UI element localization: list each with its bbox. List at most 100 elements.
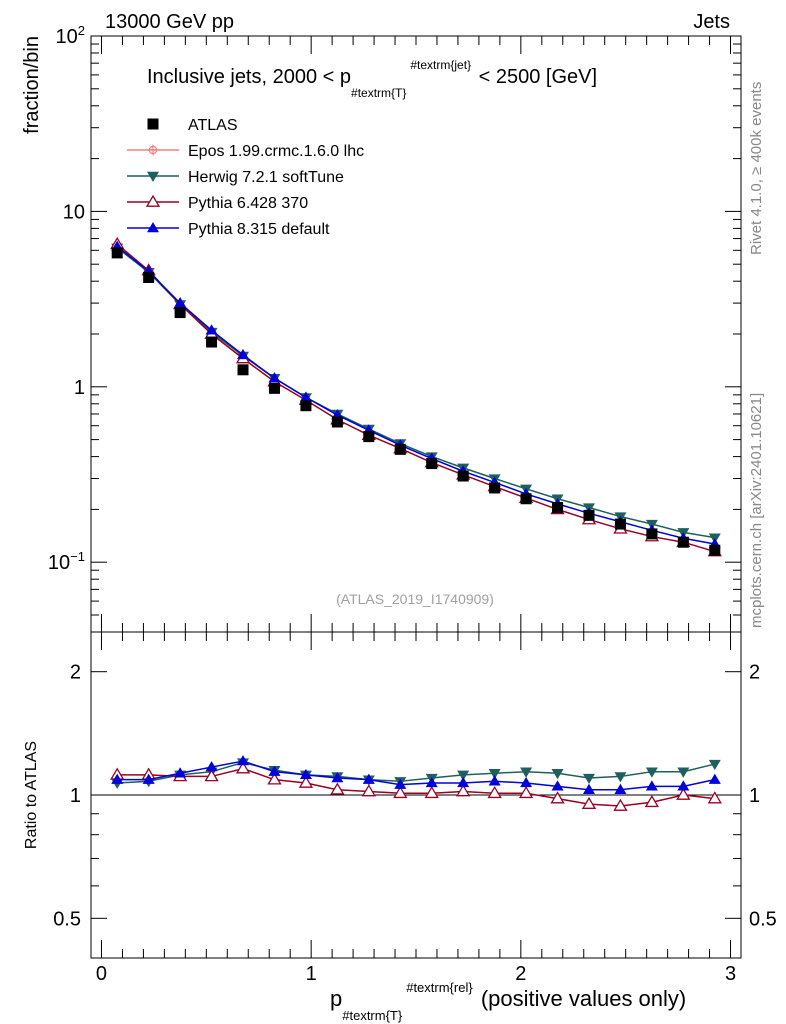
data-point — [646, 528, 658, 540]
data-point — [676, 787, 691, 800]
y-tick-label: 1 — [74, 377, 85, 399]
main-series-layer — [110, 236, 722, 557]
data-point — [394, 443, 406, 455]
data-point — [205, 324, 218, 335]
data-point — [456, 784, 471, 797]
data-point — [361, 784, 376, 797]
x-tick-label: 1 — [306, 963, 317, 985]
data-point — [393, 785, 408, 799]
xlabel-subscript: #textrm{T} — [342, 1008, 403, 1023]
data-point — [111, 247, 123, 259]
data-point — [111, 773, 124, 784]
data-point — [551, 769, 564, 780]
ratio-y-axis-label: Ratio to ATLAS — [23, 741, 40, 849]
legend: ATLAS Epos 1.99.crmc.1.6.0 lhc Herwig 7.2.… — [127, 117, 364, 238]
category-label: Jets — [693, 11, 730, 33]
data-point — [488, 769, 501, 780]
data-point — [299, 768, 312, 780]
data-point — [677, 536, 689, 548]
data-point — [237, 364, 249, 376]
data-point — [614, 518, 626, 530]
data-point — [174, 767, 187, 778]
data-point — [235, 761, 251, 774]
data-point — [174, 297, 187, 308]
data-point — [331, 772, 344, 783]
data-point — [551, 780, 564, 791]
series-line — [117, 760, 715, 791]
series-pythia-6-428-370 — [110, 236, 722, 557]
legend-marker — [147, 118, 159, 130]
legend-label: Pythia 8.315 default — [188, 221, 330, 238]
ratio-y-tick-label: 1 — [70, 785, 81, 807]
data-point — [267, 772, 282, 785]
data-point — [174, 307, 186, 319]
y-tick-label: 10−1 — [48, 549, 85, 574]
main-axes: 10−1 1 10 102 — [48, 23, 741, 633]
data-point — [518, 785, 534, 799]
data-point — [206, 336, 218, 348]
series-line — [116, 246, 715, 545]
data-point — [362, 773, 375, 784]
data-point — [550, 791, 565, 804]
data-point — [709, 544, 721, 556]
series-line — [116, 243, 716, 553]
data-point — [614, 783, 627, 794]
data-point — [583, 509, 595, 521]
data-point — [330, 782, 345, 795]
data-point — [614, 772, 627, 783]
data-point — [645, 767, 658, 778]
data-point — [237, 755, 250, 766]
series-atlas — [111, 247, 721, 556]
data-point — [143, 271, 155, 283]
x-tick-label: 3 — [725, 963, 736, 985]
source-label: mcplots.cern.ch [arXiv:2401.10621] — [748, 393, 765, 628]
legend-entry-pythia-8-315-default: Pythia 8.315 default — [127, 221, 330, 238]
legend-label: Epos 1.99.crmc.1.6.0 lhc — [188, 143, 364, 160]
data-point — [708, 773, 721, 784]
data-point — [488, 775, 501, 786]
ratio-y-tick-label-right: 2 — [749, 662, 760, 684]
data-point — [489, 482, 501, 494]
ratio-y-tick-label-right: 0.5 — [749, 908, 777, 930]
data-point — [298, 775, 314, 788]
legend-label: Pythia 6.428 370 — [188, 195, 308, 212]
data-point — [268, 382, 280, 394]
data-point — [644, 794, 660, 808]
x-axis-label: p#textrm{T}#textrm{rel} (positive values… — [330, 980, 686, 1023]
data-point — [331, 416, 343, 428]
title-superscript: #textrm{jet} — [410, 58, 471, 72]
xlabel-pre: p — [330, 986, 342, 1011]
x-tick-label: 0 — [96, 963, 107, 985]
legend-label: Herwig 7.2.1 softTune — [188, 169, 344, 186]
data-point — [457, 470, 469, 482]
legend-entry-pythia-6-428-370: Pythia 6.428 370 — [127, 194, 308, 212]
title-subscript: #textrm{T} — [351, 86, 406, 100]
data-point — [363, 431, 375, 443]
main-plot-title: Inclusive jets, 2000 < p#textrm{T} #textr… — [147, 58, 597, 100]
series-pythia-8-315-default — [111, 755, 721, 794]
legend-label: ATLAS — [188, 117, 238, 134]
main-y-axis-label: fraction/bin — [21, 36, 43, 134]
analysis-watermark: (ATLAS_2019_I1740909) — [336, 591, 494, 607]
data-point — [142, 773, 155, 784]
data-point — [394, 778, 407, 789]
ratio-axes: 0.5 0.5 1 1 2 2 0 1 2 3 — [53, 632, 777, 985]
title-post: < 2500 [GeV] — [473, 66, 597, 88]
ratio-y-tick-label: 2 — [70, 662, 81, 684]
data-point — [582, 773, 595, 785]
data-point — [300, 400, 312, 412]
y-tick-label: 10 — [63, 201, 85, 223]
data-point — [708, 759, 721, 771]
data-point — [457, 776, 470, 788]
data-point — [677, 767, 690, 778]
legend-marker — [145, 194, 161, 207]
legend-marker — [147, 144, 159, 156]
series-pythia-6-428-370 — [110, 761, 722, 811]
xlabel-post: (positive values only) — [475, 986, 687, 1011]
data-point — [424, 785, 439, 799]
data-point — [299, 391, 312, 402]
data-point — [613, 798, 628, 811]
data-point — [268, 765, 281, 776]
y-tick-label: 102 — [56, 23, 85, 48]
